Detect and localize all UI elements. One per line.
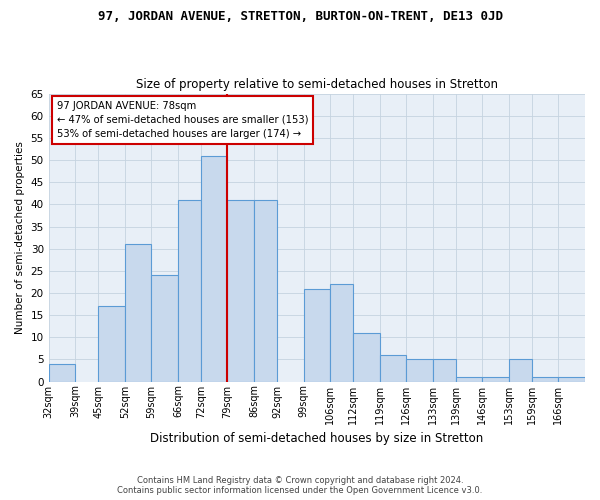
Bar xyxy=(433,360,455,382)
Bar xyxy=(151,276,178,382)
Bar xyxy=(482,377,509,382)
Bar xyxy=(455,377,482,382)
Bar xyxy=(254,200,277,382)
Bar xyxy=(227,200,254,382)
X-axis label: Distribution of semi-detached houses by size in Stretton: Distribution of semi-detached houses by … xyxy=(150,432,484,445)
Bar xyxy=(98,306,125,382)
Bar xyxy=(330,284,353,382)
Bar xyxy=(49,364,75,382)
Bar xyxy=(304,288,330,382)
Text: Contains HM Land Registry data © Crown copyright and database right 2024.
Contai: Contains HM Land Registry data © Crown c… xyxy=(118,476,482,495)
Bar xyxy=(559,377,585,382)
Bar xyxy=(201,156,227,382)
Bar xyxy=(380,355,406,382)
Bar xyxy=(353,333,380,382)
Text: 97 JORDAN AVENUE: 78sqm
← 47% of semi-detached houses are smaller (153)
53% of s: 97 JORDAN AVENUE: 78sqm ← 47% of semi-de… xyxy=(57,101,308,139)
Bar xyxy=(509,360,532,382)
Bar xyxy=(178,200,201,382)
Y-axis label: Number of semi-detached properties: Number of semi-detached properties xyxy=(15,141,25,334)
Bar xyxy=(125,244,151,382)
Title: Size of property relative to semi-detached houses in Stretton: Size of property relative to semi-detach… xyxy=(136,78,498,91)
Bar xyxy=(406,360,433,382)
Text: 97, JORDAN AVENUE, STRETTON, BURTON-ON-TRENT, DE13 0JD: 97, JORDAN AVENUE, STRETTON, BURTON-ON-T… xyxy=(97,10,503,23)
Bar xyxy=(532,377,559,382)
